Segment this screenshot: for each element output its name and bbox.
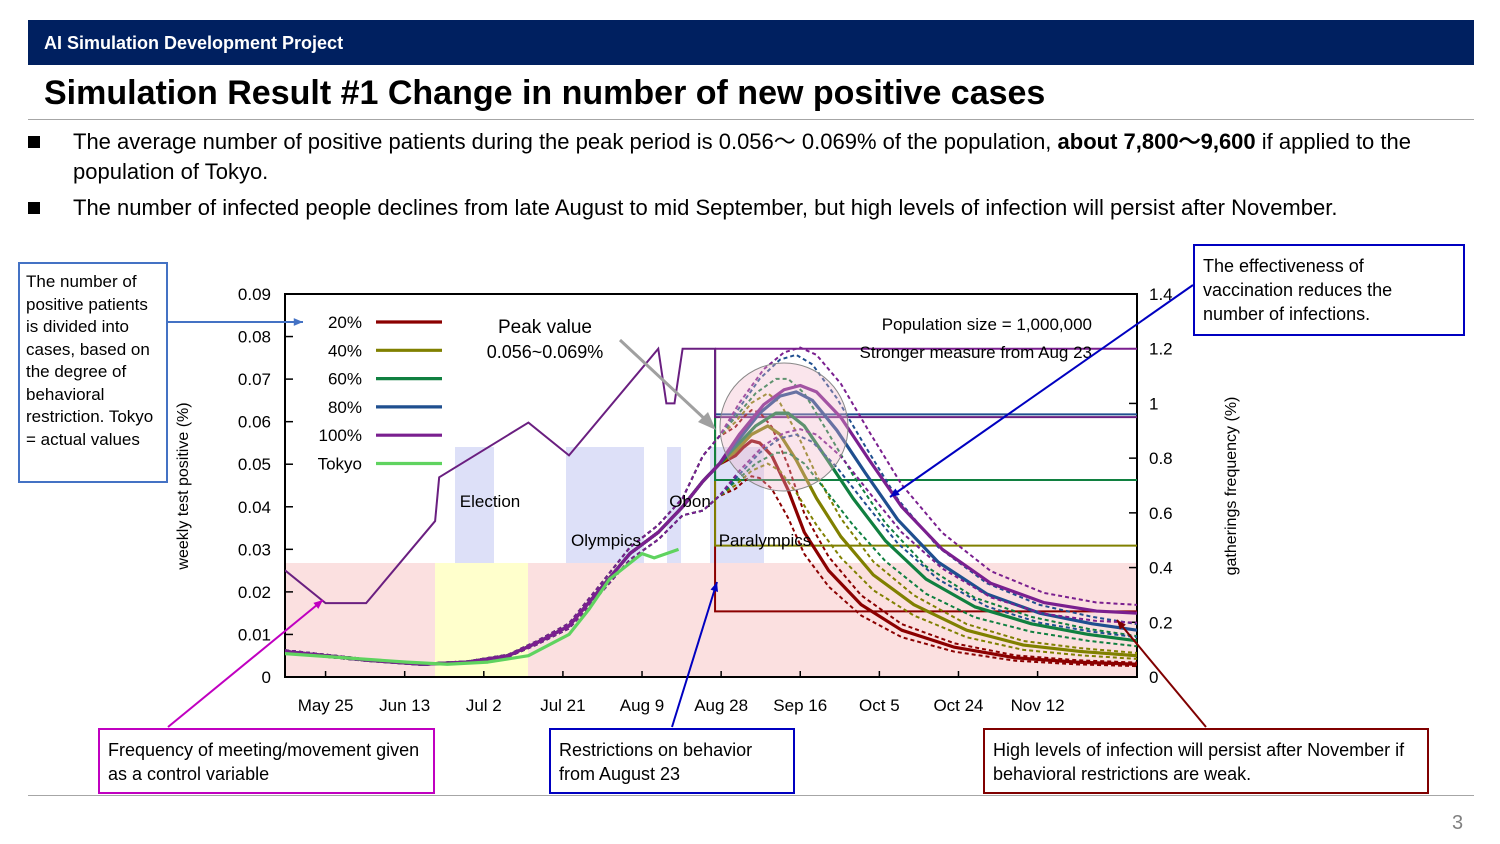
series-lower-bound [285,433,1137,666]
callout-vaccination: The effectiveness of vaccination reduces… [1193,244,1465,336]
y2-tick-label: 0.6 [1149,504,1173,523]
y-tick-label: 0.03 [238,540,271,559]
plot-frame [284,293,1138,678]
gathering-frequency-line [285,346,1137,605]
axes: 0 0.01 0.02 0.03 0.04 0.05 0.06 0.07 0.08 0.09 0 0.… [175,285,1240,715]
series-lines [285,346,1137,668]
x-tick-label: Aug 28 [694,696,748,715]
bullet-square-icon [28,202,40,214]
y2-tick-label: 0.8 [1149,449,1173,468]
y2-tick-label: 1.4 [1149,285,1173,304]
x-tick-label: Oct 24 [933,696,983,715]
y-tick-label: 0.06 [238,413,271,432]
page-number: 3 [1452,812,1464,834]
x-tick-label: Sep 16 [773,696,827,715]
series-upper-bound [285,346,1137,665]
y-tick-label: 0.08 [238,328,271,347]
arrow-persistence-head [1117,620,1126,630]
series-line-100pct [285,383,1137,666]
y2-axis-label: gatherings frequency (%) [1223,397,1240,576]
header-bar: AI Simulation Development Project [28,20,1474,65]
arrow-vaccination-head [890,488,900,497]
bullet-1-text-tail: if applied to the population of Tokyo. [73,129,1411,184]
series-upper-bound [285,377,1137,665]
arrow-control-variable [167,599,324,728]
y2-tick-label: 1 [1149,394,1158,413]
x-tick-label: Nov 12 [1011,696,1065,715]
x-tick-label: Oct 5 [859,696,900,715]
bullet-1-text-part: The average number of positive patients … [73,129,1058,154]
bullet-square-icon [28,136,40,148]
x-tick-label: Jul 2 [466,696,502,715]
legend-label: 40% [328,341,362,360]
series-line-tokyo [285,547,680,666]
y-tick-label: 0.07 [238,370,271,389]
obon-label: Obon [669,492,711,511]
callout-cases: The number of positive patients is divid… [18,262,168,483]
legend: 20% 40% 60% 80% 100% Tokyo [318,313,442,474]
y-axis-label: weekly test positive (%) [175,402,192,570]
y2-tick-label: 0 [1149,668,1158,687]
measure-label: Stronger measure from Aug 23 [860,343,1092,362]
background-regions [285,447,1137,677]
peak-arrowhead [698,412,716,430]
y-tick-label: 0 [262,668,271,687]
x-tick-label: Jul 21 [540,696,585,715]
bullet-1: The average number of positive patients … [28,127,1448,187]
election-label: Election [460,492,520,511]
series-lower-bound [285,428,1137,666]
y-tick-label: 0.09 [238,285,271,304]
callout-arrows [167,284,1207,728]
legend-label: Tokyo [318,455,362,474]
bullet-2-text: The number of infected people declines f… [73,195,1338,220]
peak-highlight [719,362,849,492]
callout-restrictions: Restrictions on behavior from August 23 [549,728,795,794]
chart-annotations: Peak value 0.056~0.069% Population size = … [460,315,1092,550]
peak-range: 0.056~0.069% [487,342,604,362]
olympics-period-region [566,447,644,563]
y-tick-label: 0.01 [238,625,271,644]
paralympics-label: Paralympics [719,531,812,550]
bullet-1-text: The average number of positive patients … [73,127,1453,187]
y2-tick-label: 1.2 [1149,340,1173,359]
x-tick-label: May 25 [298,696,354,715]
legend-label: 60% [328,370,362,389]
y2-tick-label: 0.2 [1149,613,1173,632]
title-divider [28,119,1474,120]
callout-persistence: High levels of infection will persist af… [983,728,1429,794]
arrow-persistence [1116,619,1207,728]
legend-label: 20% [328,313,362,332]
footer-divider [28,795,1474,796]
election-period-region [455,447,494,563]
population-label: Population size = 1,000,000 [882,315,1092,334]
y-tick-label: 0.04 [238,498,271,517]
y2-tick-label: 0.4 [1149,559,1173,578]
series-lower-bound [285,462,1137,666]
peak-label: Peak value [498,317,592,338]
x-tick-label: Jun 13 [379,696,430,715]
project-name: AI Simulation Development Project [44,33,344,53]
legend-label: 100% [319,426,362,445]
legend-label: 80% [328,398,362,417]
x-tick-label: Aug 9 [620,696,664,715]
arrow-cases-head [293,318,303,326]
arrow-restrictions [671,581,718,728]
peak-arrow [618,338,710,424]
obon-period-region [667,447,681,563]
arrow-control-variable-head [313,600,323,609]
page-title: Simulation Result #1 Change in number of… [44,74,1046,112]
bullet-2: The number of infected people declines f… [28,193,1448,253]
y-tick-label: 0.05 [238,455,271,474]
callout-control-variable: Frequency of meeting/movement given as a… [98,728,435,794]
olympics-label: Olympics [571,531,641,550]
arrow-vaccination [889,284,1194,498]
arrow-restrictions-head [710,582,718,592]
y-tick-label: 0.02 [238,583,271,602]
bullet-1-bold: about 7,800～9,600 [1057,129,1256,154]
